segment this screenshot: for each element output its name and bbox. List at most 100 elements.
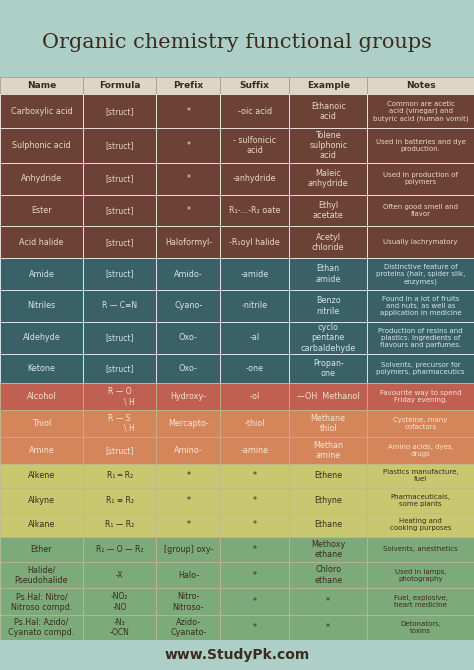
Text: [struct]: [struct] [105, 446, 134, 455]
FancyBboxPatch shape [0, 226, 83, 258]
FancyBboxPatch shape [289, 588, 367, 615]
FancyBboxPatch shape [0, 354, 83, 383]
FancyBboxPatch shape [220, 163, 289, 194]
Text: -nitrile: -nitrile [242, 302, 268, 310]
Text: *: * [186, 472, 191, 480]
FancyBboxPatch shape [289, 513, 367, 537]
Text: Acid halide: Acid halide [19, 238, 64, 247]
FancyBboxPatch shape [220, 464, 289, 488]
Text: Alkyne: Alkyne [28, 496, 55, 505]
FancyBboxPatch shape [0, 194, 83, 226]
Text: -ol: -ol [250, 392, 260, 401]
FancyBboxPatch shape [83, 194, 156, 226]
FancyBboxPatch shape [220, 513, 289, 537]
Text: Methane
thiol: Methane thiol [311, 413, 346, 433]
Text: *: * [186, 107, 191, 116]
FancyBboxPatch shape [220, 488, 289, 513]
FancyBboxPatch shape [220, 383, 289, 410]
Text: *: * [253, 521, 257, 529]
Text: *: * [253, 472, 257, 480]
Text: Ethane: Ethane [314, 521, 342, 529]
FancyBboxPatch shape [220, 615, 289, 640]
FancyBboxPatch shape [0, 561, 83, 588]
FancyBboxPatch shape [367, 561, 474, 588]
FancyBboxPatch shape [156, 383, 220, 410]
Text: R — C≡N: R — C≡N [102, 302, 137, 310]
Text: Heating and
cooking purposes: Heating and cooking purposes [390, 519, 451, 531]
FancyBboxPatch shape [367, 226, 474, 258]
FancyBboxPatch shape [156, 226, 220, 258]
FancyBboxPatch shape [220, 290, 289, 322]
Text: Carboxylic acid: Carboxylic acid [10, 107, 73, 116]
Text: - sulfonicic
acid: - sulfonicic acid [233, 136, 276, 155]
FancyBboxPatch shape [367, 129, 474, 163]
Text: Alcohol: Alcohol [27, 392, 56, 401]
FancyBboxPatch shape [289, 129, 367, 163]
FancyBboxPatch shape [0, 94, 83, 129]
FancyBboxPatch shape [289, 464, 367, 488]
Text: -anhydride: -anhydride [233, 174, 276, 183]
Text: Hydroxy-: Hydroxy- [171, 392, 206, 401]
Text: *: * [253, 496, 257, 505]
Text: [group] oxy-: [group] oxy- [164, 545, 213, 554]
FancyBboxPatch shape [156, 129, 220, 163]
FancyBboxPatch shape [83, 513, 156, 537]
FancyBboxPatch shape [289, 410, 367, 437]
Text: Ps.Hal: Nitro/
Nitroso compd.: Ps.Hal: Nitro/ Nitroso compd. [11, 592, 72, 612]
FancyBboxPatch shape [220, 77, 289, 94]
Text: Ketone: Ketone [27, 364, 55, 373]
FancyBboxPatch shape [289, 354, 367, 383]
Text: Aldehyde: Aldehyde [23, 333, 60, 342]
Text: [struct]: [struct] [105, 206, 134, 215]
Text: *: * [186, 206, 191, 215]
Text: Used in batteries and dye
production.: Used in batteries and dye production. [376, 139, 465, 152]
Text: Thiol: Thiol [32, 419, 51, 427]
Text: Sulphonic acid: Sulphonic acid [12, 141, 71, 150]
Text: Ethan
amide: Ethan amide [316, 265, 341, 283]
Text: Amine: Amine [28, 446, 55, 455]
Text: R₁ — O — R₂: R₁ — O — R₂ [96, 545, 144, 554]
FancyBboxPatch shape [220, 129, 289, 163]
FancyBboxPatch shape [289, 615, 367, 640]
Text: *: * [253, 598, 257, 606]
FancyBboxPatch shape [289, 561, 367, 588]
Text: Ether: Ether [31, 545, 52, 554]
FancyBboxPatch shape [156, 322, 220, 354]
FancyBboxPatch shape [367, 537, 474, 561]
Text: Propan-
one: Propan- one [313, 358, 344, 378]
Text: Chloro
ethane: Chloro ethane [314, 565, 342, 585]
FancyBboxPatch shape [0, 258, 83, 290]
FancyBboxPatch shape [156, 561, 220, 588]
Text: Used in lamps,
photography: Used in lamps, photography [395, 569, 447, 582]
FancyBboxPatch shape [367, 194, 474, 226]
Text: Favourite way to spend
Friday evening.: Favourite way to spend Friday evening. [380, 390, 461, 403]
Text: Used in production of
polymers: Used in production of polymers [383, 172, 458, 185]
Text: *: * [253, 545, 257, 554]
FancyBboxPatch shape [0, 383, 83, 410]
Text: Azido-
Cyanato-: Azido- Cyanato- [170, 618, 207, 637]
Text: Found in a lot of fruits
and nuts, as well as
application in medicine: Found in a lot of fruits and nuts, as we… [380, 296, 462, 316]
FancyBboxPatch shape [289, 488, 367, 513]
Text: Nitriles: Nitriles [27, 302, 55, 310]
Text: Amino acids, dyes,
drugs: Amino acids, dyes, drugs [388, 444, 454, 457]
Text: Anhydride: Anhydride [21, 174, 62, 183]
Text: —OH  Methanol: —OH Methanol [297, 392, 359, 401]
FancyBboxPatch shape [220, 226, 289, 258]
FancyBboxPatch shape [83, 163, 156, 194]
FancyBboxPatch shape [83, 488, 156, 513]
FancyBboxPatch shape [156, 94, 220, 129]
FancyBboxPatch shape [367, 383, 474, 410]
FancyBboxPatch shape [156, 258, 220, 290]
Text: Distinctive feature of
proteins (hair, spider silk,
enzymes): Distinctive feature of proteins (hair, s… [376, 263, 465, 285]
FancyBboxPatch shape [0, 77, 83, 94]
Text: Prefix: Prefix [173, 81, 203, 90]
Text: [struct]: [struct] [105, 364, 134, 373]
Text: Solvents, precursor for
polymers, pharmaceutics: Solvents, precursor for polymers, pharma… [376, 362, 465, 375]
FancyBboxPatch shape [0, 410, 83, 437]
FancyBboxPatch shape [289, 258, 367, 290]
FancyBboxPatch shape [0, 129, 83, 163]
FancyBboxPatch shape [220, 410, 289, 437]
Text: -al: -al [250, 333, 260, 342]
FancyBboxPatch shape [83, 226, 156, 258]
FancyBboxPatch shape [83, 588, 156, 615]
